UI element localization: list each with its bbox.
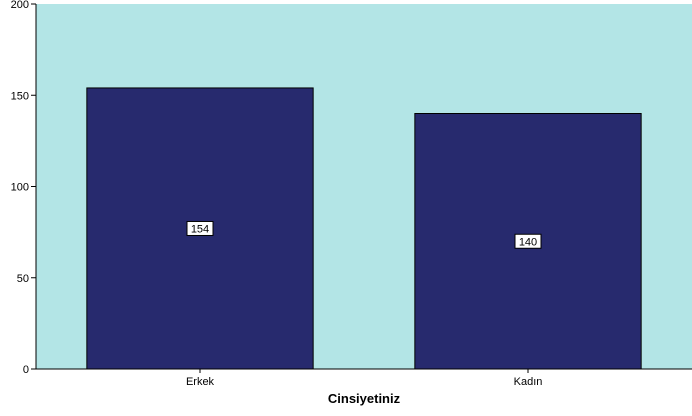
data-label: 140	[519, 236, 537, 248]
y-tick-label: 200	[11, 0, 29, 11]
y-tick-label: 0	[23, 364, 29, 376]
x-ticks: Erkek Kadın	[186, 369, 542, 388]
x-axis-title: Cinsiyetiniz	[328, 391, 401, 406]
y-tick-label: 150	[11, 90, 29, 102]
x-tick-label: Erkek	[186, 376, 215, 388]
y-tick-label: 100	[11, 182, 29, 194]
x-tick-label: Kadın	[514, 376, 543, 388]
data-label: 154	[191, 223, 209, 235]
y-tick-label: 50	[17, 273, 29, 285]
data-label-box	[186, 220, 214, 236]
y-ticks: 0 50 100 150 200	[11, 0, 36, 376]
data-labels: 154 140	[186, 220, 542, 249]
data-label-box	[514, 233, 542, 249]
